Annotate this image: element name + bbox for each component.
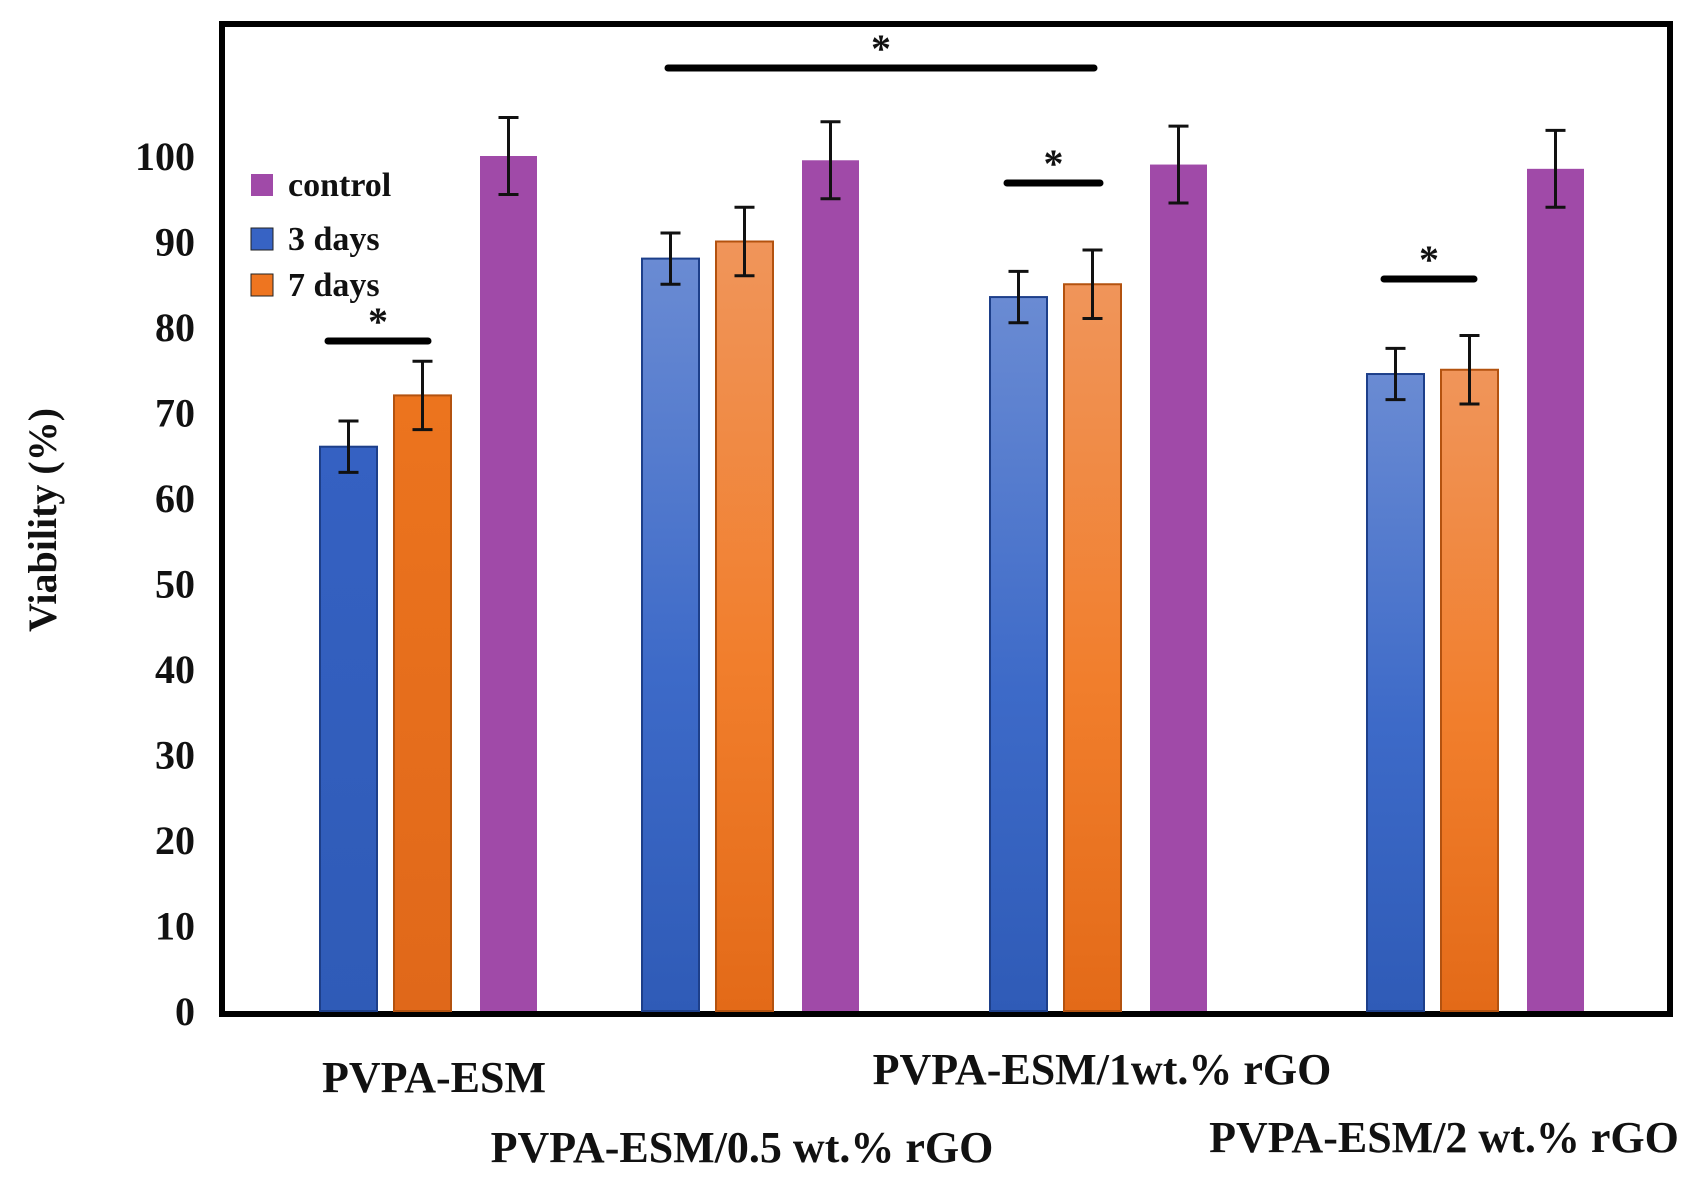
category-label: PVPA-ESM — [322, 1053, 546, 1102]
legend-label: control — [288, 167, 391, 204]
significance-star: * — [368, 299, 388, 344]
legend-swatch-7-days — [250, 273, 274, 297]
significance-star: * — [871, 26, 891, 71]
bar-7-days-1 — [715, 240, 774, 1012]
category-label: PVPA-ESM/0.5 wt.% rGO — [491, 1123, 994, 1172]
bar-control-2 — [1150, 164, 1207, 1012]
bar-3-days-2 — [989, 296, 1048, 1012]
bar-marks — [319, 156, 1584, 1013]
y-axis-label: Viability (%) — [20, 408, 65, 632]
bar-3-days-0 — [319, 445, 378, 1012]
y-tick-label: 50 — [155, 562, 195, 607]
y-tick-label: 0 — [175, 989, 195, 1034]
y-tick-label: 60 — [155, 476, 195, 521]
significance-star: * — [1419, 237, 1439, 282]
y-tick-label: 20 — [155, 818, 195, 863]
y-tick-label: 80 — [155, 305, 195, 350]
plot-frame — [219, 21, 1673, 1017]
category-label: PVPA-ESM/1wt.% rGO — [873, 1045, 1332, 1094]
bar-control-1 — [802, 160, 859, 1011]
legend: control 3 days 7 days — [250, 167, 391, 304]
bar-7-days-0 — [393, 394, 452, 1012]
category-label: PVPA-ESM/2 wt.% rGO — [1209, 1113, 1679, 1162]
bar-3-days-3 — [1366, 373, 1425, 1012]
y-tick-label: 70 — [155, 391, 195, 436]
y-tick-labels: 0 10 20 30 40 50 60 70 80 90 100 — [135, 134, 195, 1034]
y-tick-label: 30 — [155, 733, 195, 778]
y-tick-label: 100 — [135, 134, 195, 179]
bar-7-days-3 — [1440, 368, 1499, 1012]
legend-swatch-3-days — [250, 227, 274, 251]
bar-control-0 — [480, 156, 537, 1011]
y-tick-label: 90 — [155, 220, 195, 265]
bar-7-days-2 — [1063, 283, 1122, 1012]
legend-label: 3 days — [288, 221, 380, 258]
bar-3-days-1 — [641, 257, 700, 1013]
legend-label: 7 days — [288, 267, 380, 304]
error-bars — [338, 116, 1566, 474]
legend-swatch-control — [251, 174, 273, 196]
bar-control-3 — [1527, 168, 1584, 1011]
significance-star: * — [1044, 141, 1064, 186]
y-tick-label: 10 — [155, 904, 195, 949]
significance-marks: * * * * — [324, 26, 1478, 345]
category-labels: PVPA-ESM PVPA-ESM/0.5 wt.% rGO PVPA-ESM/1w… — [322, 1045, 1679, 1172]
y-tick-label: 40 — [155, 647, 195, 692]
